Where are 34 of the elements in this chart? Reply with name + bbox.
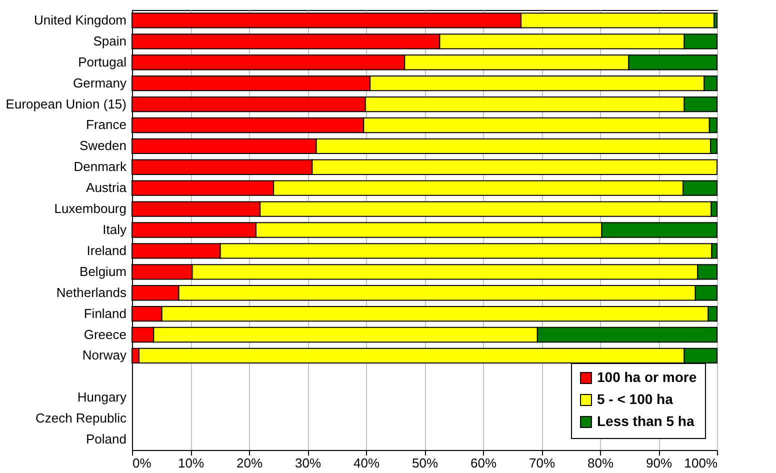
x-tick-label: 80%: [587, 456, 614, 470]
y-tick-label: United Kingdom: [34, 12, 126, 28]
y-tick-label: Spain: [93, 33, 126, 48]
y-tick-label: Germany: [73, 75, 127, 90]
legend-label: 5 - < 100 ha: [597, 391, 674, 407]
x-tick-label: 70%: [528, 456, 556, 470]
x-tick-label: 90%: [646, 456, 672, 470]
y-tick-label: Belgium: [80, 264, 126, 279]
x-tick-label: 50%: [412, 456, 438, 470]
y-tick-label: Hungary: [77, 390, 127, 405]
y-tick-label: Netherlands: [56, 284, 127, 300]
y-tick-label: Greece: [84, 326, 126, 342]
y-tick-label: Austria: [86, 180, 128, 196]
x-tick-label: 60%: [470, 456, 497, 470]
y-tick-label: Luxembourg: [54, 201, 126, 216]
y-tick-label: Ireland: [86, 242, 126, 258]
y-tick-label: Poland: [86, 432, 126, 447]
y-tick-label: Italy: [102, 222, 127, 237]
y-tick-label: European Union (15): [6, 96, 126, 112]
legend-label: Less than 5 ha: [597, 413, 694, 429]
x-tick-label: 40%: [353, 456, 380, 470]
y-tick-label: Norway: [82, 348, 127, 363]
y-tick-label: France: [86, 117, 126, 132]
y-tick-label: Finland: [84, 306, 126, 321]
legend-label: 100 ha or more: [597, 369, 697, 385]
x-tick-label: 0%: [132, 456, 152, 470]
y-tick-label: Portugal: [78, 54, 127, 70]
x-tick-label: 10%: [178, 456, 204, 470]
y-tick-label: Czech Republic: [35, 410, 127, 426]
y-tick-label: Denmark: [74, 159, 127, 174]
x-tick-label: 30%: [294, 456, 322, 470]
x-tick-label: 20%: [236, 456, 263, 470]
y-tick-label: Sweden: [80, 138, 126, 154]
x-tick-label: 100%: [684, 456, 718, 470]
